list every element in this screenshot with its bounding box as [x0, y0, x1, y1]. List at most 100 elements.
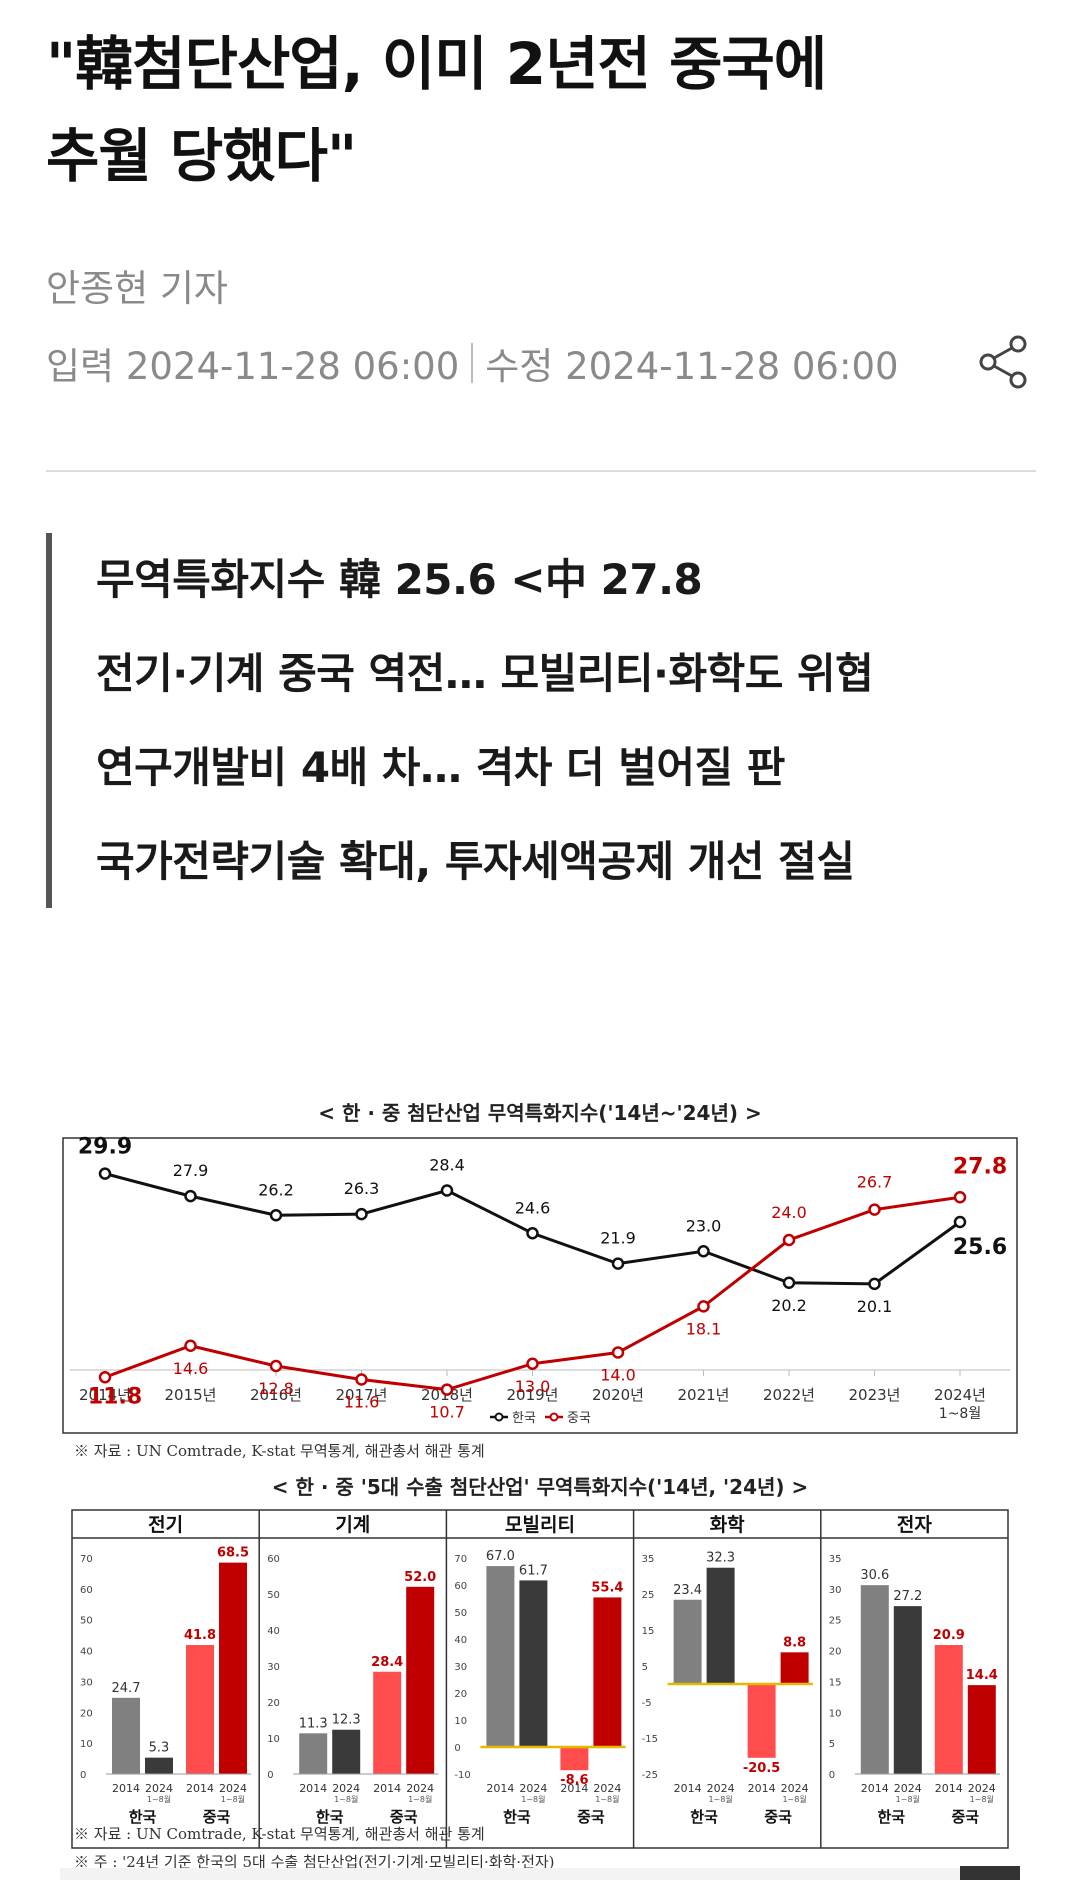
date-separator — [471, 343, 474, 383]
bar-x-label: 2014 — [486, 1782, 514, 1795]
bar-x-label: 2014 — [674, 1782, 702, 1795]
y-tick-label: 40 — [80, 1647, 93, 1658]
summary-line: 연구개발비 4배 차… 격차 더 벌어질 판 — [96, 743, 785, 792]
x-tick-sublabel: 1~8월 — [939, 1406, 981, 1422]
bar-x-sublabel: 1~8월 — [147, 1794, 171, 1804]
bar-china — [186, 1645, 214, 1774]
bar-korea — [299, 1733, 328, 1774]
bar-chart-title: < 한 · 중 '5대 수출 첨단산업' 무역특화지수('14년, '24년) … — [272, 1475, 809, 1499]
point-china — [526, 1357, 539, 1370]
bar-x-sublabel: 1~8월 — [782, 1794, 806, 1804]
input-date: 입력 2024-11-28 06:00 — [46, 345, 460, 388]
bar-x-label: 2014 — [935, 1782, 963, 1795]
y-tick-label: 40 — [454, 1635, 467, 1646]
y-tick-label: 10 — [454, 1716, 467, 1727]
bar-value-label: 32.3 — [706, 1551, 735, 1566]
bar-x-label: 2024 — [593, 1782, 621, 1795]
group-label-china: 중국 — [951, 1808, 979, 1826]
panel-title: 전자 — [897, 1514, 932, 1536]
article-headline: "韓첨단산업, 이미 2년전 중국에 추월 당했다" — [46, 18, 1046, 202]
bar-value-label: -20.5 — [743, 1761, 780, 1776]
group-label-korea: 한국 — [316, 1808, 344, 1826]
x-tick-label: 2020년 — [592, 1386, 644, 1404]
bar-value-label: -8.6 — [560, 1773, 588, 1788]
group-label-korea: 한국 — [877, 1808, 905, 1826]
legend-marker-korea — [494, 1412, 504, 1422]
y-tick-label: 30 — [267, 1662, 280, 1673]
point-china — [184, 1339, 197, 1352]
x-tick-label: 2022년 — [763, 1386, 815, 1404]
y-tick-label: 40 — [267, 1626, 280, 1637]
data-label-korea: 20.1 — [857, 1297, 893, 1316]
bar-korea — [706, 1567, 735, 1684]
y-tick-label: 60 — [454, 1581, 467, 1592]
y-tick-label: 0 — [80, 1770, 86, 1781]
group-label-korea: 한국 — [690, 1808, 718, 1826]
data-label-korea: 21.9 — [600, 1229, 636, 1248]
point-china — [782, 1233, 796, 1247]
y-tick-label: 15 — [829, 1677, 842, 1688]
bar-china — [593, 1597, 622, 1747]
bar-chart-note: ※ 주 : '24년 기준 한국의 5대 수출 첨단산업(전기·기계·모빌리티·… — [74, 1853, 555, 1871]
x-tick-label: 2023년 — [849, 1386, 901, 1404]
legend-label-china: 중국 — [567, 1411, 591, 1426]
bar-value-label: 5.3 — [149, 1741, 170, 1756]
y-tick-label: -5 — [642, 1698, 652, 1709]
panel-title: 전기 — [148, 1514, 183, 1536]
x-tick-label: 2017년 — [336, 1386, 388, 1404]
header-divider — [46, 470, 1036, 472]
bar-value-label: 12.3 — [332, 1713, 361, 1728]
bar-china — [406, 1586, 435, 1774]
line-chart-frame — [62, 1137, 1018, 1434]
y-tick-label: 35 — [829, 1554, 842, 1565]
y-tick-label: 10 — [267, 1734, 280, 1745]
group-label-china: 중국 — [203, 1808, 231, 1826]
data-label-korea: 20.2 — [771, 1296, 807, 1315]
y-tick-label: -10 — [454, 1770, 470, 1781]
data-label-china: 11.6 — [344, 1393, 380, 1412]
bar-korea — [332, 1729, 361, 1774]
bar-value-label: 11.3 — [299, 1716, 328, 1731]
bottom-button[interactable] — [960, 1866, 1020, 1880]
bar-korea — [860, 1585, 889, 1774]
bar-value-label: 41.8 — [184, 1628, 216, 1643]
bottom-bar — [60, 1868, 960, 1880]
bar-value-label: 52.0 — [404, 1570, 436, 1585]
data-label-korea: 23.0 — [686, 1216, 722, 1235]
bar-value-label: 14.4 — [966, 1668, 998, 1683]
headline-line-1: "韓첨단산업, 이미 2년전 중국에 — [46, 30, 827, 98]
modified-date: 수정 2024-11-28 06:00 — [485, 345, 899, 388]
point-china — [611, 1346, 625, 1359]
data-label-china: 27.8 — [953, 1154, 1007, 1179]
share-icon[interactable] — [974, 332, 1034, 392]
y-tick-label: 70 — [454, 1554, 467, 1565]
bar-x-label: 2014 — [112, 1782, 140, 1795]
bar-x-sublabel: 1~8월 — [708, 1794, 732, 1804]
x-tick-label: 2016년 — [250, 1386, 302, 1404]
author-name[interactable]: 안종현 기자 — [46, 267, 228, 310]
data-label-china: 18.1 — [686, 1319, 722, 1338]
point-korea — [440, 1184, 454, 1197]
y-tick-label: 30 — [454, 1662, 467, 1673]
bar-value-label: 55.4 — [591, 1580, 623, 1595]
bar-x-sublabel: 1~8월 — [595, 1794, 619, 1804]
bar-x-label: 2024 — [332, 1782, 360, 1795]
bar-china — [373, 1671, 402, 1774]
bar-korea — [673, 1599, 702, 1684]
y-tick-label: 25 — [642, 1590, 655, 1601]
x-tick-label: 2014년 — [79, 1386, 131, 1404]
line-chart-title: < 한 · 중 첨단산업 무역특화지수('14년~'24년) > — [318, 1101, 761, 1125]
bar-china — [219, 1562, 247, 1774]
point-korea — [953, 1215, 967, 1229]
panel-title: 모빌리티 — [505, 1514, 575, 1536]
summary-line: 국가전략기술 확대, 투자세액공제 개선 절실 — [96, 837, 855, 886]
bar-x-label: 2014 — [373, 1782, 401, 1795]
point-korea — [184, 1189, 197, 1203]
headline-line-2: 추월 당했다" — [46, 122, 357, 190]
y-tick-label: 60 — [267, 1554, 280, 1565]
bar-korea — [112, 1697, 140, 1774]
data-label-china: 10.7 — [429, 1403, 465, 1422]
point-korea — [269, 1209, 283, 1222]
data-label-china: 24.0 — [771, 1203, 807, 1222]
bar-x-sublabel: 1~8월 — [521, 1794, 545, 1804]
